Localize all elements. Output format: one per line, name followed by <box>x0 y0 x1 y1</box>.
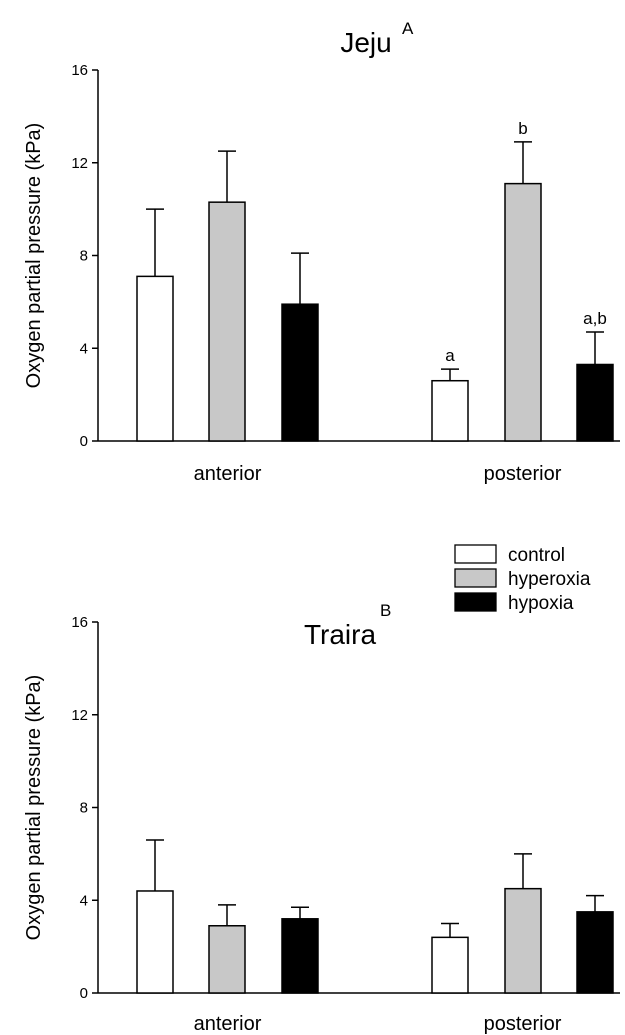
significance-label: b <box>518 119 527 138</box>
legend-label-control: control <box>508 545 565 566</box>
bar-hyperoxia-posterior <box>504 887 542 994</box>
bar-hypoxia-posterior <box>576 911 614 994</box>
bar-hypoxia-anterior <box>281 303 319 442</box>
y-tick-label: 4 <box>80 340 88 357</box>
y-tick-label: 12 <box>71 707 88 724</box>
significance-label: a <box>445 346 455 365</box>
y-tick-label: 8 <box>80 800 88 817</box>
y-axis-label: Oxygen partial pressure (kPa) <box>23 675 45 941</box>
significance-label: a,b <box>583 309 607 328</box>
legend-swatch-hypoxia <box>454 592 497 612</box>
category-label: posterior <box>484 463 562 485</box>
y-tick-label: 8 <box>80 248 88 265</box>
y-axis-label: Oxygen partial pressure (kPa) <box>23 123 45 389</box>
bar-control-anterior <box>136 890 174 994</box>
bar-control-posterior <box>431 936 469 994</box>
bar-hypoxia-posterior <box>576 363 614 442</box>
y-tick-label: 16 <box>71 614 88 631</box>
bar-hyperoxia-anterior <box>208 201 246 442</box>
category-label: anterior <box>194 463 262 485</box>
bar-control-posterior <box>431 379 469 442</box>
y-tick-label: 0 <box>80 985 88 1002</box>
y-tick-label: 4 <box>80 892 88 909</box>
legend-swatch-hyperoxia <box>454 568 497 588</box>
y-tick-label: 16 <box>71 62 88 79</box>
category-label: posterior <box>484 1013 562 1035</box>
legend-swatch-control <box>454 544 497 564</box>
chart-title: Jeju <box>340 27 391 58</box>
bar-control-anterior <box>136 275 174 442</box>
legend-label-hypoxia: hypoxia <box>508 593 574 614</box>
bar-hyperoxia-anterior <box>208 925 246 994</box>
bar-hyperoxia-posterior <box>504 182 542 442</box>
chart-title: Traira <box>304 619 377 650</box>
legend-label-hyperoxia: hyperoxia <box>508 569 591 590</box>
category-label: anterior <box>194 1013 262 1035</box>
chart-title-superscript: B <box>380 601 391 620</box>
chart-title-superscript: A <box>402 19 414 38</box>
y-tick-label: 0 <box>80 433 88 450</box>
y-tick-label: 12 <box>71 155 88 172</box>
bar-hypoxia-anterior <box>281 918 319 994</box>
